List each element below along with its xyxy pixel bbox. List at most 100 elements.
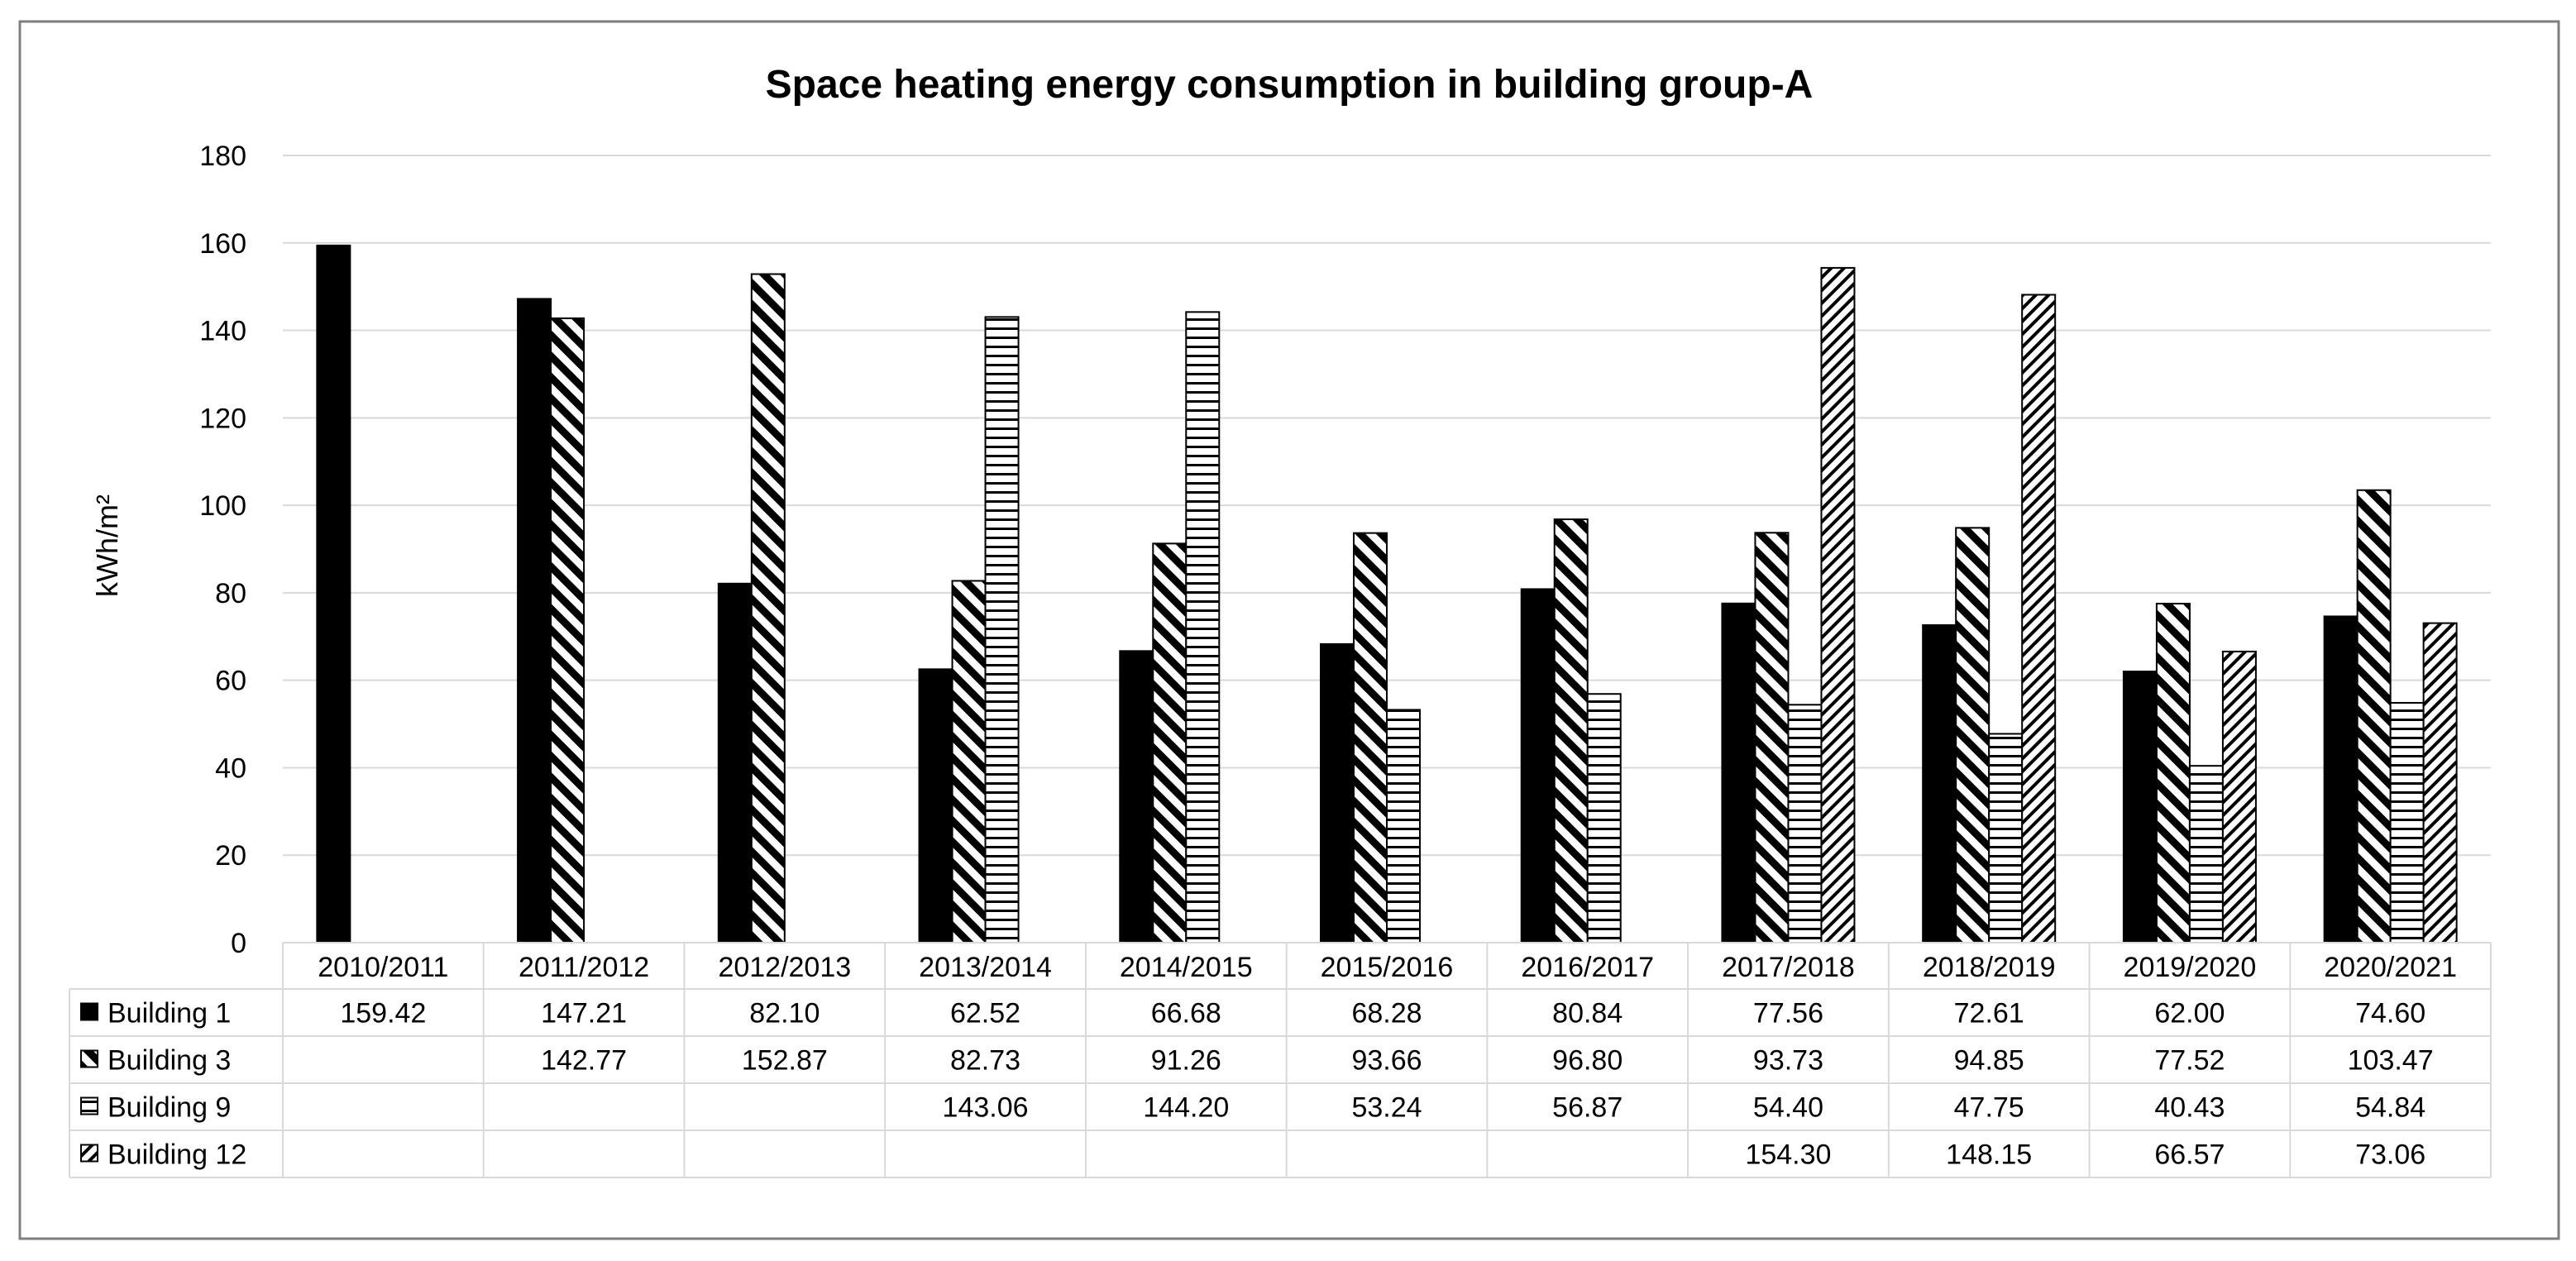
bars bbox=[316, 244, 2458, 944]
x-tick-label: 2013/2014 bbox=[919, 952, 1052, 983]
x-tick-label: 2010/2011 bbox=[318, 952, 448, 983]
data-label: 147.21 bbox=[541, 998, 627, 1029]
data-label: 142.77 bbox=[541, 1045, 627, 1077]
y-tick-label: 140 bbox=[199, 316, 246, 347]
legend-label: Building 3 bbox=[108, 1045, 231, 1077]
bar bbox=[316, 244, 351, 943]
legend-key bbox=[80, 1049, 98, 1068]
data-label: 62.00 bbox=[2154, 998, 2225, 1029]
data-label: 152.87 bbox=[742, 1045, 828, 1077]
data-label: 93.66 bbox=[1351, 1045, 1422, 1077]
bar bbox=[1721, 602, 1756, 943]
bar bbox=[750, 273, 786, 943]
data-label: 66.57 bbox=[2154, 1139, 2225, 1171]
y-tick-label: 160 bbox=[199, 228, 246, 260]
data-label: 66.68 bbox=[1151, 998, 1221, 1029]
legend-key bbox=[80, 1144, 98, 1163]
bar bbox=[2221, 650, 2257, 943]
legend-label: Building 1 bbox=[108, 998, 231, 1029]
data-label: 143.06 bbox=[943, 1092, 1029, 1124]
y-tick-label: 0 bbox=[231, 928, 246, 959]
y-tick-label: 180 bbox=[199, 141, 246, 172]
data-label: 68.28 bbox=[1351, 998, 1422, 1029]
bar bbox=[2389, 701, 2425, 943]
data-label: 82.10 bbox=[749, 998, 820, 1029]
y-tick-label: 100 bbox=[199, 490, 246, 522]
y-tick-label: 60 bbox=[215, 666, 246, 697]
bar bbox=[1988, 733, 2024, 944]
bar bbox=[1386, 709, 1421, 943]
bar bbox=[1320, 642, 1355, 944]
y-axis-label: kWh/m² bbox=[90, 494, 124, 597]
data-label: 74.60 bbox=[2355, 998, 2425, 1029]
data-label: 148.15 bbox=[1946, 1139, 2032, 1171]
bar bbox=[2155, 603, 2191, 943]
y-tick-label: 20 bbox=[215, 840, 246, 872]
data-label: 73.06 bbox=[2355, 1139, 2425, 1171]
bar bbox=[2188, 765, 2224, 943]
y-tick-label: 40 bbox=[215, 752, 246, 784]
data-label: 62.52 bbox=[950, 998, 1020, 1029]
bar bbox=[1152, 542, 1188, 943]
data-label: 77.52 bbox=[2154, 1045, 2225, 1077]
x-tick-label: 2012/2013 bbox=[718, 952, 851, 983]
legend-label: Building 9 bbox=[108, 1092, 231, 1124]
bar bbox=[2122, 671, 2158, 943]
data-label: 53.24 bbox=[1351, 1092, 1422, 1124]
bar bbox=[1119, 650, 1154, 944]
bar bbox=[2021, 294, 2057, 943]
data-label: 94.85 bbox=[1954, 1045, 2024, 1077]
bar bbox=[951, 580, 987, 943]
bar bbox=[2356, 489, 2392, 943]
y-tick-label: 80 bbox=[215, 578, 246, 609]
data-label: 56.87 bbox=[1552, 1092, 1623, 1124]
bar bbox=[1922, 623, 1957, 943]
legend-key bbox=[80, 1096, 98, 1115]
x-tick-label: 2011/2012 bbox=[519, 952, 649, 983]
x-tick-label: 2016/2017 bbox=[1521, 952, 1654, 983]
bar bbox=[1820, 266, 1856, 943]
x-tick-label: 2018/2019 bbox=[1923, 952, 2056, 983]
bar bbox=[717, 582, 753, 943]
bar bbox=[1586, 693, 1622, 943]
chart-title: Space heating energy consumption in buil… bbox=[766, 63, 1814, 107]
x-tick-label: 2019/2020 bbox=[2124, 952, 2257, 983]
data-label: 159.42 bbox=[340, 998, 426, 1029]
bar bbox=[550, 317, 585, 943]
data-label: 54.40 bbox=[1753, 1092, 1823, 1124]
data-label: 103.47 bbox=[2348, 1045, 2434, 1077]
bar bbox=[1955, 527, 1991, 943]
bar bbox=[1754, 532, 1790, 944]
bar bbox=[1353, 532, 1388, 943]
x-tick-label: 2020/2021 bbox=[2324, 952, 2457, 983]
bar bbox=[1787, 704, 1823, 943]
bar bbox=[2323, 615, 2359, 944]
bar bbox=[517, 298, 552, 943]
data-label: 91.26 bbox=[1151, 1045, 1221, 1077]
data-label: 80.84 bbox=[1552, 998, 1623, 1029]
data-label: 93.73 bbox=[1753, 1045, 1823, 1077]
x-tick-label: 2017/2018 bbox=[1722, 952, 1855, 983]
data-label: 77.56 bbox=[1753, 998, 1823, 1029]
legend-label: Building 12 bbox=[108, 1139, 246, 1171]
y-tick-label: 120 bbox=[199, 403, 246, 434]
bar bbox=[918, 668, 953, 944]
y-axis-ticks: 0 20 40 60 80 100 120 140 160 180 bbox=[199, 141, 246, 959]
data-table: 2010/2011 2011/2012 2012/2013 2013/2014 2014… bbox=[69, 942, 2492, 1178]
data-label: 54.84 bbox=[2355, 1092, 2425, 1124]
legend-key bbox=[80, 1002, 98, 1021]
data-label: 96.80 bbox=[1552, 1045, 1623, 1077]
data-label: 154.30 bbox=[1745, 1139, 1831, 1171]
x-tick-label: 2015/2016 bbox=[1321, 952, 1454, 983]
data-label: 82.73 bbox=[950, 1045, 1020, 1077]
x-tick-label: 2014/2015 bbox=[1120, 952, 1253, 983]
data-label: 40.43 bbox=[2154, 1092, 2225, 1124]
bar bbox=[1185, 311, 1221, 943]
data-label: 72.61 bbox=[1954, 998, 2024, 1029]
bar bbox=[1520, 588, 1556, 943]
data-label: 47.75 bbox=[1954, 1092, 2024, 1124]
data-label: 144.20 bbox=[1143, 1092, 1229, 1124]
bar bbox=[2422, 622, 2458, 943]
